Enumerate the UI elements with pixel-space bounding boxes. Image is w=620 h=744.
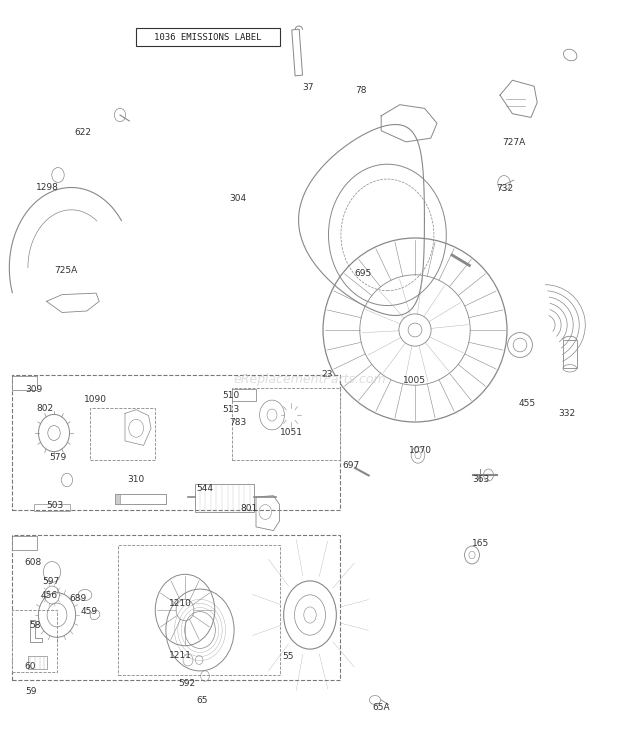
Text: 1211: 1211 <box>169 651 192 660</box>
Text: 513: 513 <box>222 405 239 414</box>
Text: 65: 65 <box>196 696 208 705</box>
Text: 1070: 1070 <box>409 446 432 455</box>
Text: 510: 510 <box>222 391 239 400</box>
Text: 503: 503 <box>46 501 64 510</box>
Text: 1051: 1051 <box>280 428 303 437</box>
FancyBboxPatch shape <box>12 610 57 672</box>
Text: 165: 165 <box>472 539 490 548</box>
Text: 310: 310 <box>128 475 145 484</box>
Text: 1005: 1005 <box>403 376 426 385</box>
Text: 304: 304 <box>229 194 247 203</box>
Text: 727A: 727A <box>502 138 526 147</box>
Text: 783: 783 <box>229 418 247 427</box>
Text: 65A: 65A <box>372 703 389 712</box>
Text: 622: 622 <box>74 128 91 137</box>
Text: 579: 579 <box>49 453 66 462</box>
Bar <box>115 494 166 504</box>
FancyBboxPatch shape <box>232 388 340 460</box>
Text: 608: 608 <box>25 558 42 567</box>
Text: eReplacementParts.com: eReplacementParts.com <box>234 373 386 386</box>
Text: 1036 EMISSIONS LABEL: 1036 EMISSIONS LABEL <box>154 33 262 42</box>
Text: 455: 455 <box>518 399 536 408</box>
Text: 1090: 1090 <box>84 395 107 404</box>
FancyBboxPatch shape <box>136 28 280 46</box>
Text: 544: 544 <box>196 484 213 493</box>
Text: 592: 592 <box>178 679 195 688</box>
FancyBboxPatch shape <box>12 376 37 390</box>
Bar <box>115 494 120 504</box>
FancyBboxPatch shape <box>232 390 255 402</box>
FancyBboxPatch shape <box>12 535 340 680</box>
Bar <box>292 29 303 76</box>
Text: 801: 801 <box>241 504 258 513</box>
Text: 58: 58 <box>30 621 42 630</box>
Bar <box>195 484 254 512</box>
Bar <box>34 504 70 511</box>
Text: 59: 59 <box>25 687 37 696</box>
FancyBboxPatch shape <box>12 536 37 550</box>
Text: 1210: 1210 <box>169 599 192 608</box>
Text: 802: 802 <box>36 404 53 413</box>
Text: 697: 697 <box>343 461 360 470</box>
Text: 459: 459 <box>81 607 98 616</box>
Text: 689: 689 <box>69 594 87 603</box>
Text: 60: 60 <box>25 662 37 671</box>
FancyBboxPatch shape <box>90 408 155 460</box>
FancyBboxPatch shape <box>118 545 280 675</box>
Text: 363: 363 <box>472 475 490 484</box>
Text: 78: 78 <box>355 86 367 94</box>
Text: 1298: 1298 <box>36 183 59 192</box>
Text: 732: 732 <box>496 185 513 193</box>
Text: 456: 456 <box>41 591 58 600</box>
Text: 55: 55 <box>283 652 294 661</box>
Text: 695: 695 <box>355 269 372 278</box>
Bar <box>28 655 46 669</box>
Text: 332: 332 <box>558 409 575 418</box>
Text: 597: 597 <box>43 577 60 586</box>
Bar <box>563 340 577 368</box>
Text: 309: 309 <box>25 385 42 394</box>
Text: 23: 23 <box>321 370 332 379</box>
Text: 37: 37 <box>303 83 314 92</box>
Text: 725A: 725A <box>55 266 78 275</box>
FancyBboxPatch shape <box>12 375 340 510</box>
